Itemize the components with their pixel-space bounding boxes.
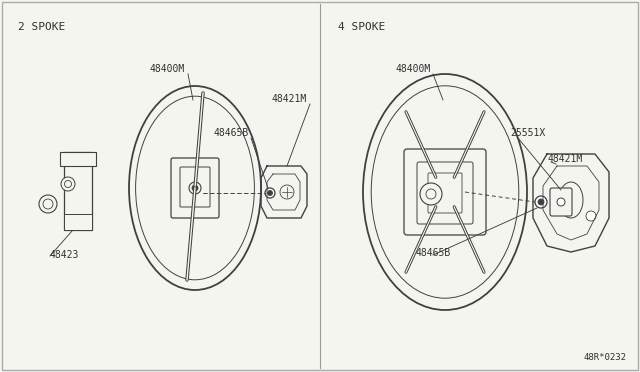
Circle shape xyxy=(189,182,201,194)
Text: 48400M: 48400M xyxy=(395,64,430,74)
Circle shape xyxy=(535,196,547,208)
Circle shape xyxy=(538,199,544,205)
FancyBboxPatch shape xyxy=(550,188,572,216)
FancyBboxPatch shape xyxy=(404,149,486,235)
FancyBboxPatch shape xyxy=(417,162,473,224)
Bar xyxy=(64,152,92,230)
Text: 48421M: 48421M xyxy=(548,154,583,164)
Text: 2 SPOKE: 2 SPOKE xyxy=(18,22,65,32)
Circle shape xyxy=(557,198,565,206)
FancyBboxPatch shape xyxy=(428,173,462,213)
Circle shape xyxy=(420,183,442,205)
Text: 48423: 48423 xyxy=(50,250,79,260)
Bar xyxy=(60,152,96,166)
Circle shape xyxy=(280,185,294,199)
Circle shape xyxy=(426,189,436,199)
Text: 25551X: 25551X xyxy=(510,128,545,138)
Text: 48R*0232: 48R*0232 xyxy=(583,353,626,362)
Circle shape xyxy=(192,185,198,191)
Circle shape xyxy=(268,190,273,196)
Text: 4 SPOKE: 4 SPOKE xyxy=(338,22,385,32)
Text: 48465B: 48465B xyxy=(213,128,248,138)
Circle shape xyxy=(586,211,596,221)
Text: 48400M: 48400M xyxy=(150,64,185,74)
Circle shape xyxy=(39,195,57,213)
Ellipse shape xyxy=(371,86,519,298)
Circle shape xyxy=(43,199,53,209)
Bar xyxy=(64,214,92,230)
Circle shape xyxy=(265,188,275,198)
FancyBboxPatch shape xyxy=(180,167,210,207)
Ellipse shape xyxy=(136,96,255,280)
Circle shape xyxy=(61,177,75,191)
Text: 48421M: 48421M xyxy=(272,94,307,104)
FancyBboxPatch shape xyxy=(171,158,219,218)
Text: 48465B: 48465B xyxy=(415,248,451,258)
Circle shape xyxy=(65,180,72,187)
